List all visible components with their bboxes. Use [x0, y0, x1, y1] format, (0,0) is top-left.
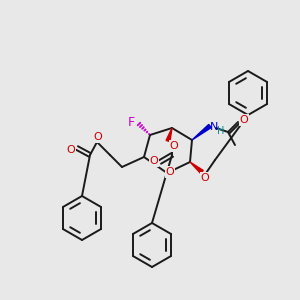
Text: O: O [240, 115, 248, 125]
Polygon shape [190, 162, 203, 173]
Text: O: O [166, 167, 174, 177]
Text: O: O [67, 145, 75, 155]
Text: F: F [128, 116, 135, 128]
Text: N: N [210, 122, 218, 132]
Text: O: O [150, 156, 158, 166]
Text: O: O [169, 141, 178, 151]
Text: O: O [94, 132, 102, 142]
Polygon shape [192, 124, 211, 140]
Polygon shape [166, 128, 172, 142]
Text: H: H [217, 126, 225, 136]
Text: O: O [201, 173, 209, 183]
